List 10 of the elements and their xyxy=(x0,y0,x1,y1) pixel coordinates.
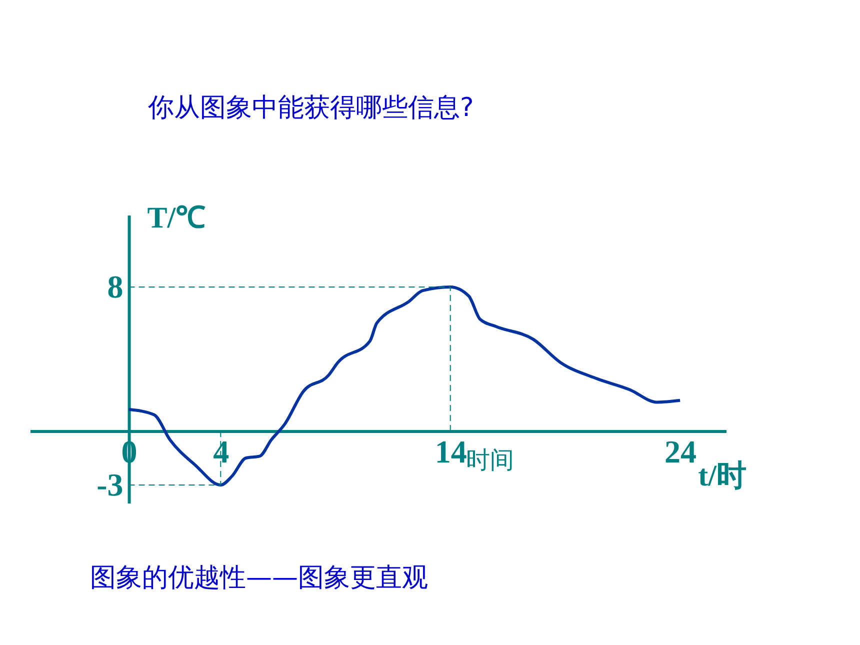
x-axis-title: t/时 xyxy=(698,460,746,492)
y-tick-label: -3 xyxy=(96,466,124,502)
x-tick-label: 4 xyxy=(213,434,230,470)
y-tick-label: 8 xyxy=(107,268,124,304)
annotation: 时间 xyxy=(466,446,514,476)
chart-title: 你从图象中能获得哪些信息? xyxy=(148,92,474,125)
x-tick-label: 14 xyxy=(434,434,467,470)
x-tick-label: 24 xyxy=(664,434,697,470)
text: 图象的优越性——图象更直观 xyxy=(90,562,428,595)
y-axis-title: T/℃ xyxy=(147,202,206,234)
